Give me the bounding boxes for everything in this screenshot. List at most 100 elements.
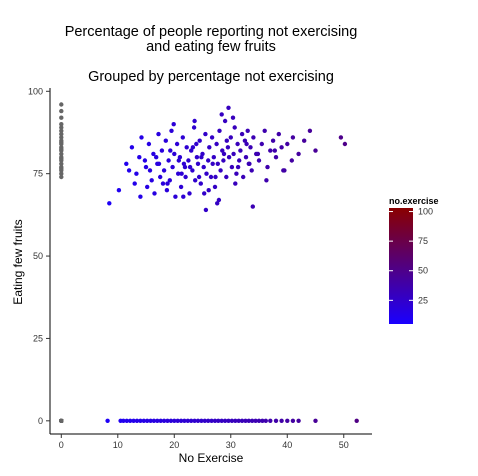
data-point [59, 122, 64, 127]
data-point [196, 174, 202, 180]
data-point [59, 418, 64, 423]
data-point [201, 164, 206, 170]
data-point [138, 194, 143, 199]
data-point [177, 155, 183, 160]
data-point [195, 418, 201, 423]
data-point [276, 131, 281, 137]
data-point [224, 174, 229, 180]
data-point [155, 418, 160, 423]
data-point [186, 158, 191, 163]
data-point [245, 128, 250, 133]
data-point [145, 418, 150, 423]
chart-subtitle: Grouped by percentage not exercising [88, 69, 334, 85]
data-point [233, 181, 238, 186]
data-point [132, 181, 137, 186]
data-point [175, 418, 180, 423]
data-point [59, 102, 64, 107]
data-point [178, 184, 184, 190]
data-point [149, 178, 154, 183]
data-point [206, 188, 211, 193]
data-point [182, 164, 188, 170]
legend-tick-label: 100 [418, 207, 433, 217]
data-point [145, 184, 150, 190]
data-point [129, 145, 135, 150]
data-point [173, 194, 178, 199]
data-point [158, 418, 163, 423]
data-point [185, 418, 190, 423]
data-point [197, 138, 202, 143]
data-point [230, 115, 236, 120]
data-point [169, 128, 174, 133]
x-tick-label: 50 [339, 440, 349, 450]
legend-color-bar [389, 208, 413, 324]
data-point [206, 418, 211, 423]
data-point [166, 158, 171, 163]
color-legend: no.exercise 25 50 75 100 [389, 196, 439, 324]
data-point [210, 161, 215, 166]
data-point [208, 174, 214, 180]
data-point [160, 181, 166, 186]
data-point [296, 151, 301, 157]
data-point [235, 164, 241, 170]
data-point [226, 418, 231, 423]
data-point [190, 145, 196, 150]
data-point [59, 128, 64, 133]
data-point [167, 178, 172, 183]
data-point [273, 418, 279, 423]
data-point [215, 201, 220, 206]
data-point [158, 174, 163, 180]
data-point [59, 131, 64, 137]
data-point [142, 158, 148, 163]
data-point [256, 418, 262, 423]
data-point [181, 194, 186, 199]
data-point [139, 135, 144, 140]
data-point [198, 181, 203, 186]
data-point [199, 155, 204, 160]
data-point [168, 418, 174, 423]
data-point [234, 171, 239, 176]
data-point [216, 418, 221, 423]
data-point [172, 151, 177, 157]
data-point [313, 148, 318, 153]
data-point [189, 148, 194, 153]
data-point [239, 418, 245, 423]
data-point [194, 155, 200, 160]
data-point [218, 168, 223, 173]
data-point [146, 141, 152, 147]
legend-tick-label: 75 [418, 236, 428, 246]
data-point [195, 161, 201, 166]
data-point [154, 155, 159, 160]
data-point [171, 122, 176, 127]
data-point [126, 168, 132, 173]
data-point [212, 184, 218, 190]
data-point [59, 141, 64, 147]
data-point [241, 174, 246, 180]
data-point [206, 158, 211, 163]
data-point [184, 145, 189, 150]
data-point [59, 125, 64, 130]
data-point [163, 138, 168, 143]
data-point [176, 171, 181, 176]
data-point [236, 418, 241, 423]
data-point [59, 171, 64, 176]
data-point [143, 164, 149, 170]
data-point [217, 128, 222, 133]
data-point [253, 418, 258, 423]
data-point [59, 148, 64, 153]
data-point [242, 138, 248, 143]
data-point [59, 158, 64, 163]
data-point [138, 418, 143, 423]
data-point [342, 141, 348, 147]
data-point [141, 418, 146, 423]
legend-tick-label: 50 [418, 266, 428, 276]
data-point [202, 191, 207, 196]
data-point [209, 418, 214, 423]
data-point [207, 145, 212, 150]
data-point [255, 151, 261, 157]
data-point [251, 135, 256, 140]
data-point [250, 204, 255, 209]
data-point [246, 418, 251, 423]
chart-title-line-2: and eating few fruits [146, 39, 276, 55]
data-point [174, 141, 180, 147]
